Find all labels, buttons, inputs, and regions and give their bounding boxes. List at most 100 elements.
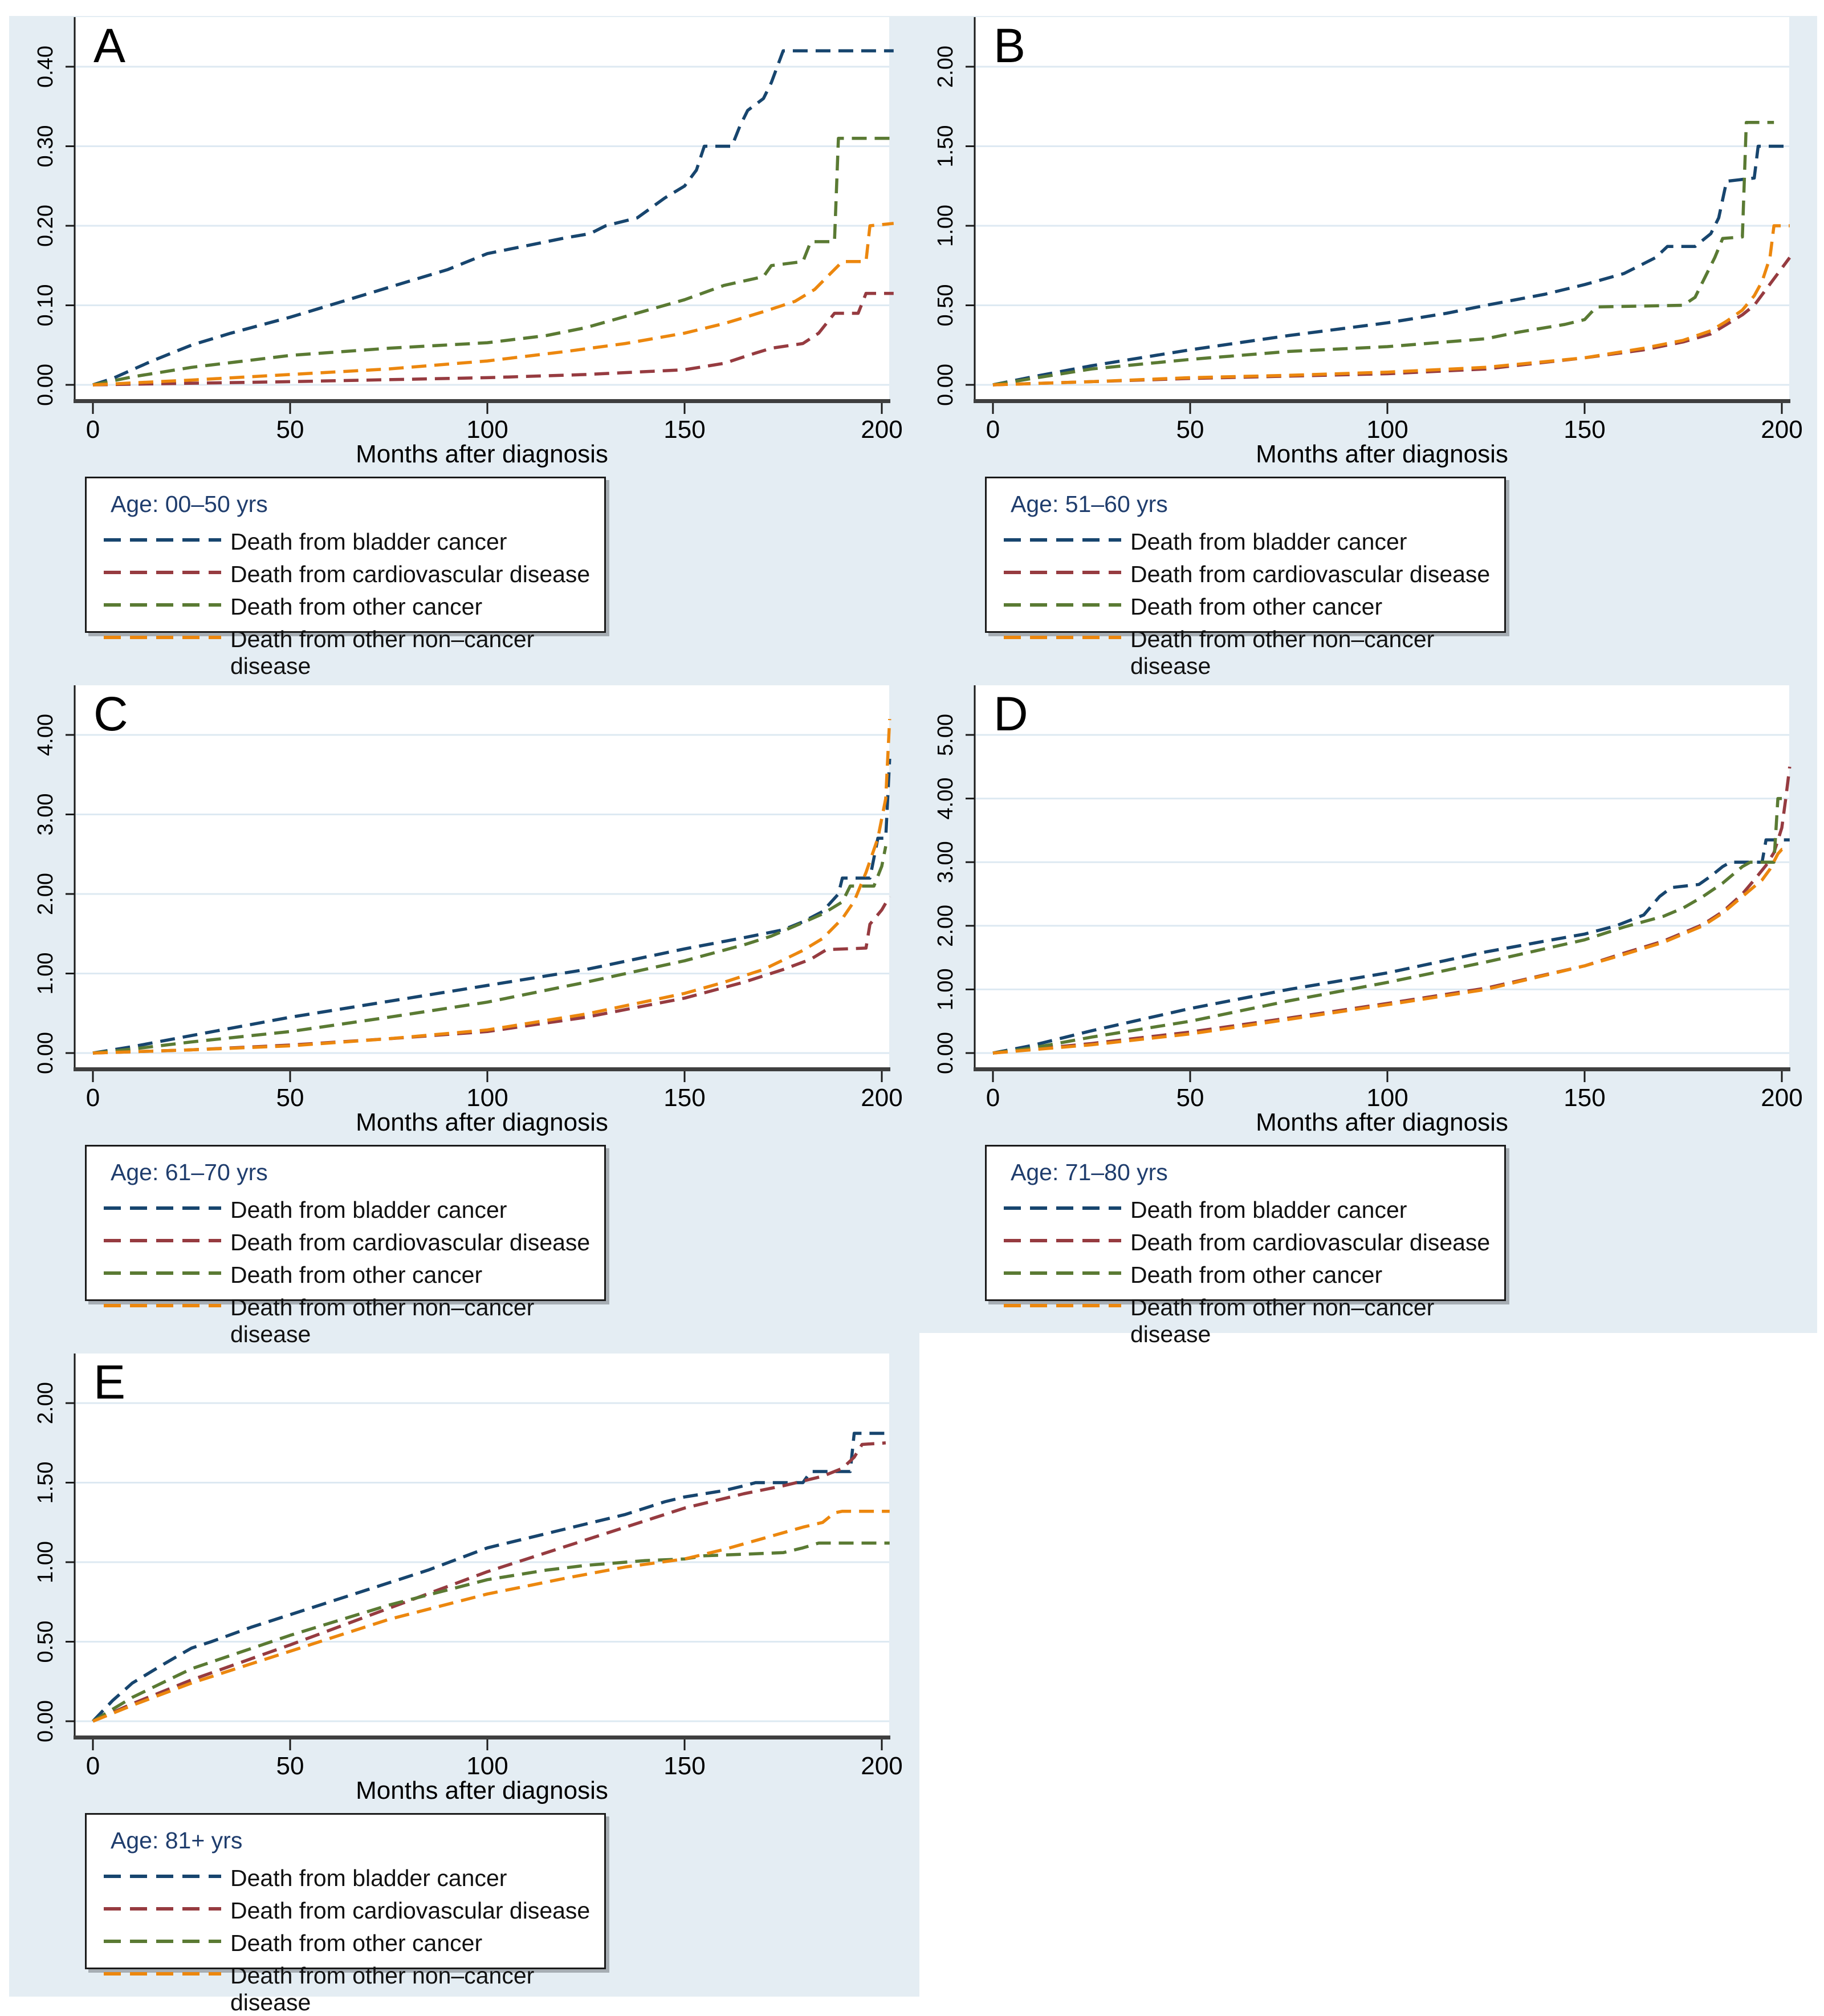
legend-item-cardio: Death from cardiovascular disease — [87, 1892, 604, 1924]
legend-item-label: Death from cardiovascular disease — [1130, 1229, 1491, 1255]
series-bladder-line — [92, 49, 894, 387]
panel-c-x-axis-label: Months after diagnosis — [356, 1108, 608, 1136]
x-tick-label: 50 — [1176, 416, 1204, 444]
legend-item-cardio: Death from cardiovascular disease — [987, 1224, 1504, 1256]
series-bladder-line — [92, 1432, 890, 1722]
y-tick-label: 1.00 — [34, 1541, 58, 1583]
legend-line-swatch-cardio — [1004, 571, 1121, 574]
y-tick-label: 0.20 — [34, 205, 58, 247]
panel-b-chart: 0.00 0.50 1.00 1.50 2.00 0 50 100 150 200 — [934, 17, 1803, 444]
legend-line-swatch-noncancer — [1004, 636, 1121, 639]
plot-area — [75, 1354, 889, 1735]
legend-item-cardio: Death from cardiovascular disease — [987, 555, 1504, 588]
legend-item-bladder: Death from bladder cancer — [87, 1191, 604, 1224]
legend-item-label: Death from cardiovascular disease — [230, 1897, 591, 1924]
x-tick-label: 0 — [986, 416, 1000, 444]
legend-item-label: Death from other non–cancer disease — [1130, 1294, 1435, 1347]
legend-line-swatch-other_cancer — [104, 1940, 221, 1943]
x-axis-line — [974, 1067, 1790, 1071]
y-tick-label: 4.00 — [34, 714, 58, 756]
panel-e-x-axis-label: Months after diagnosis — [356, 1777, 608, 1804]
x-tick-label: 50 — [276, 1752, 304, 1780]
series-noncancer-line — [992, 224, 1790, 387]
legend-line-swatch-bladder — [104, 538, 221, 542]
y-tick-label: 1.00 — [34, 953, 58, 995]
x-axis-line — [974, 399, 1790, 403]
series-noncancer-line — [92, 1509, 890, 1723]
legend-item-cardio: Death from cardiovascular disease — [87, 1224, 604, 1256]
legend-item-label: Death from other cancer — [230, 594, 483, 620]
legend-item-noncancer: Death from other non–cancer disease — [987, 620, 1504, 679]
legend-line-swatch-other_cancer — [1004, 603, 1121, 607]
panel-d-legend-items: Death from bladder cancer Death from card… — [987, 1191, 1504, 1347]
x-tick-label: 200 — [861, 1084, 902, 1112]
y-tick-label: 0.00 — [34, 364, 58, 406]
panel-c-chart: 0.00 1.00 2.00 3.00 4.00 0 50 100 150 200 — [34, 685, 903, 1112]
legend-item-label: Death from cardiovascular disease — [1130, 561, 1491, 587]
panel-d-letter: D — [994, 687, 1028, 741]
legend-line-swatch-cardio — [104, 1907, 221, 1911]
legend-item-noncancer: Death from other non–cancer disease — [87, 1957, 604, 2015]
legend-line-swatch-noncancer — [1004, 1304, 1121, 1307]
panel-e-legend: Age: 81+ yrs Death from bladder cancer De… — [85, 1813, 606, 2015]
legend-item-other_cancer: Death from other cancer — [87, 1256, 604, 1289]
legend-item-other_cancer: Death from other cancer — [87, 588, 604, 620]
panel-b-legend-items: Death from bladder cancer Death from card… — [987, 523, 1504, 679]
plot-area — [975, 17, 1789, 399]
x-tick-label: 50 — [276, 1084, 304, 1112]
legend-item-noncancer: Death from other non–cancer disease — [87, 620, 604, 679]
plot-area — [975, 685, 1789, 1067]
panel-b-legend: Age: 51–60 yrs Death from bladder cancer… — [985, 477, 1506, 679]
series-bladder-line — [992, 838, 1790, 1055]
x-tick-label: 100 — [466, 1752, 508, 1780]
panel-d-x-axis-label: Months after diagnosis — [1256, 1108, 1508, 1136]
y-tick-label: 5.00 — [934, 714, 958, 756]
legend-line-swatch-cardio — [1004, 1239, 1121, 1242]
series-other_cancer-line — [992, 796, 1782, 1055]
y-tick-label: 1.50 — [934, 125, 958, 168]
legend-line-swatch-bladder — [1004, 1206, 1121, 1210]
x-tick-label: 150 — [1564, 1084, 1605, 1112]
series-other_cancer-line — [92, 136, 890, 387]
x-tick-label: 0 — [86, 416, 100, 444]
legend-line-swatch-cardio — [104, 1239, 221, 1242]
panel-b-legend-title: Age: 51–60 yrs — [1011, 491, 1168, 517]
panel-a-x-axis-label: Months after diagnosis — [356, 440, 608, 468]
y-tick-label: 2.00 — [34, 1382, 58, 1424]
series-other_cancer-line — [992, 120, 1774, 387]
panel-c-legend-title: Age: 61–70 yrs — [111, 1159, 268, 1185]
y-tick-label: 1.00 — [934, 205, 958, 247]
series-other_cancer-line — [92, 846, 887, 1055]
x-tick-label: 100 — [466, 416, 508, 444]
y-tick-label: 0.00 — [34, 1700, 58, 1742]
y-tick-label: 2.00 — [934, 46, 958, 88]
legend-item-other_cancer: Death from other cancer — [987, 588, 1504, 620]
legend-item-label: Death from other non–cancer disease — [230, 626, 535, 679]
x-tick-label: 200 — [1761, 416, 1802, 444]
legend-item-label: Death from other non–cancer disease — [230, 1962, 535, 2015]
y-tick-label: 0.50 — [34, 1621, 58, 1663]
x-tick-label: 100 — [1366, 416, 1408, 444]
panel-d: 0.00 1.00 2.00 3.00 4.00 5.00 0 50 100 150 200 D M… — [909, 684, 1807, 1347]
panel-a-legend-items: Death from bladder cancer Death from card… — [87, 523, 604, 679]
panel-c-letter: C — [93, 687, 128, 741]
series-noncancer-line — [92, 718, 891, 1055]
legend-line-swatch-noncancer — [104, 1304, 221, 1307]
x-tick-label: 0 — [986, 1084, 1000, 1112]
legend-item-other_cancer: Death from other cancer — [87, 1924, 604, 1957]
y-tick-label: 0.10 — [34, 284, 58, 327]
y-tick-label: 4.00 — [934, 778, 958, 820]
x-tick-label: 50 — [276, 416, 304, 444]
legend-item-label: Death from other cancer — [230, 1262, 483, 1288]
panel-c-legend: Age: 61–70 yrs Death from bladder cancer… — [85, 1145, 606, 1347]
series-other_cancer-line — [92, 1541, 890, 1723]
x-tick-label: 200 — [1761, 1084, 1802, 1112]
y-tick-label: 2.00 — [934, 905, 958, 947]
legend-line-swatch-bladder — [1004, 538, 1121, 542]
x-tick-label: 0 — [86, 1084, 100, 1112]
legend-item-label: Death from bladder cancer — [230, 1865, 507, 1891]
y-tick-label: 2.00 — [34, 873, 58, 915]
legend-line-swatch-bladder — [104, 1875, 221, 1878]
panel-b-x-axis-label: Months after diagnosis — [1256, 440, 1508, 468]
legend-item-noncancer: Death from other non–cancer disease — [987, 1289, 1504, 1347]
